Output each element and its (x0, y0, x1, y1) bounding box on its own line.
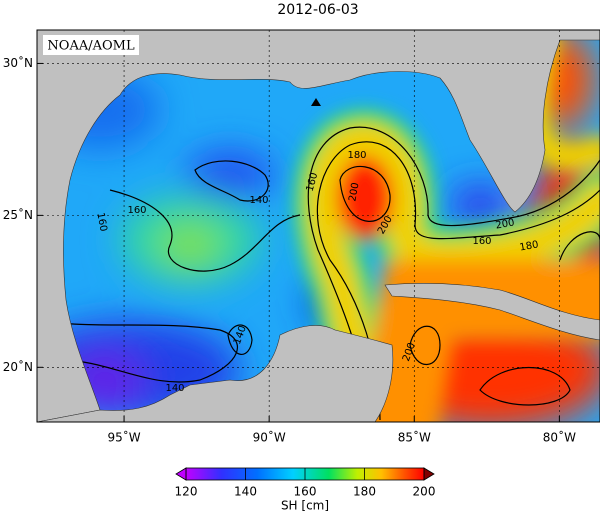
station-marker (311, 98, 321, 106)
contour-label: 180 (519, 239, 540, 253)
colorbar-arrow (175, 467, 187, 481)
colorbar-tick-label: 180 (353, 485, 376, 499)
contour-label: 160 (472, 236, 491, 247)
contour-label: 160 (94, 212, 108, 233)
lon-tick-label: 95˚W (107, 430, 140, 445)
contour-label: 160 (305, 171, 321, 192)
contour-label: 200 (495, 217, 516, 231)
credit: NOAA/AOML (47, 39, 135, 54)
credit-box (43, 35, 139, 55)
lon-tick-label: 90˚W (253, 430, 286, 445)
contour-label: 160 (127, 205, 146, 216)
contour-label: 140 (249, 195, 268, 206)
map-title: 2012-06-03 (277, 2, 358, 18)
map-frame (36, 29, 600, 423)
lon-tick-label: 85˚W (398, 430, 431, 445)
lat-tick-label: 25˚N (3, 207, 33, 222)
colorbar-tick-label: 200 (413, 485, 436, 499)
land (37, 30, 600, 422)
contour-label: 140 (165, 383, 184, 394)
colorbar-label: SH [cm] (281, 499, 329, 513)
lat-tick-label: 20˚N (3, 359, 33, 374)
contour-label: 180 (347, 150, 366, 161)
colorbar-arrow (423, 467, 435, 481)
colorbar-tick-label: 140 (234, 485, 257, 499)
colorbar-tick-label: 160 (294, 485, 317, 499)
contour-label: 200 (347, 182, 361, 203)
colorbar-tick-label: 120 (175, 485, 198, 499)
lon-tick-label: 80˚W (543, 430, 576, 445)
lat-tick-label: 30˚N (3, 55, 33, 70)
